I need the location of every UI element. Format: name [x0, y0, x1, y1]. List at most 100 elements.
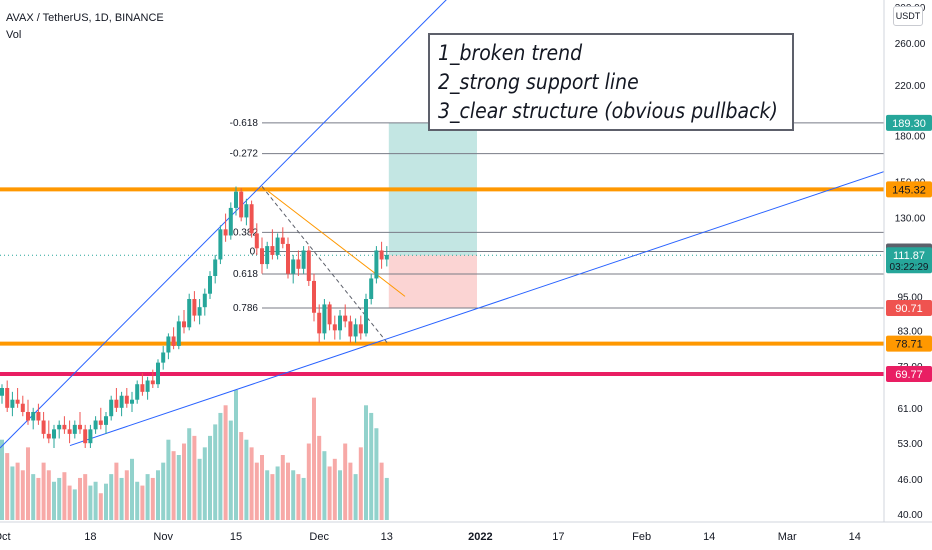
price-tag	[886, 247, 932, 274]
volume-bar	[254, 462, 259, 520]
fib-retracement: -0.618 -0.272 0.382 0. 0.618 0.786	[230, 118, 884, 314]
price-tick-label: 95.00	[897, 292, 922, 303]
symbol-title[interactable]: AVAX / TetherUS, 1D, BINANCE	[6, 12, 164, 24]
candle-body	[5, 387, 10, 408]
volume-bar	[10, 466, 15, 520]
price-tag-label: 90.71	[895, 303, 923, 315]
time-tick-label: 13	[381, 531, 393, 543]
candle-body	[130, 399, 134, 404]
candle-body	[78, 424, 82, 430]
volume-indicator-label[interactable]: Vol	[6, 29, 22, 41]
price-tick-label: 53.00	[897, 439, 922, 450]
volume-bar	[161, 462, 166, 520]
volume-bar	[109, 474, 114, 520]
candle-body	[202, 293, 207, 308]
candle-body	[36, 411, 41, 421]
annotation-text-box[interactable]: 1_broken trend 2_strong support line 3_c…	[428, 33, 794, 131]
volume-bar	[145, 474, 150, 520]
price-tick-label: 40.00	[897, 510, 922, 521]
candle-body	[176, 321, 181, 346]
volume-bar	[36, 477, 41, 520]
candle-body	[280, 237, 285, 244]
currency-button[interactable]: USDT	[893, 6, 923, 26]
candle-body	[109, 399, 114, 417]
candle-body	[218, 229, 223, 260]
volume-bar	[119, 477, 124, 520]
volume-bar	[166, 439, 171, 520]
time-tick-label: 14	[703, 531, 715, 543]
volume-bar	[93, 481, 98, 520]
volume-bar	[223, 405, 228, 520]
note-line-1: 1_broken trend	[438, 41, 583, 65]
volume-bar	[114, 462, 119, 520]
candle-body	[291, 259, 296, 274]
volume-bar	[0, 439, 4, 520]
candle-body	[353, 324, 358, 337]
candle-body	[234, 191, 238, 208]
volume-bar	[140, 485, 145, 520]
volume-bar	[88, 485, 93, 520]
symbol-header: AVAX / TetherUS, 1D, BINANCE Vol	[6, 10, 164, 44]
volume-bar	[332, 458, 337, 520]
price-tag	[886, 299, 932, 316]
candle-body	[187, 299, 192, 328]
candle-body	[15, 399, 20, 404]
volume-bar	[374, 428, 379, 520]
volume-bar	[322, 451, 327, 520]
volume-bar	[348, 462, 353, 520]
volume-bar	[187, 428, 192, 520]
countdown-label: 03:22:29	[890, 262, 929, 273]
candle-body	[296, 259, 301, 269]
loss-zone	[388, 255, 477, 308]
candle-body	[10, 399, 15, 408]
candle-body	[374, 250, 379, 279]
volume-bar	[104, 483, 108, 520]
candle-body	[20, 403, 25, 412]
volume-bar	[176, 455, 181, 520]
candle-body	[41, 420, 46, 434]
ascending-support-line	[69, 171, 884, 447]
volume-bar	[260, 455, 264, 520]
volume-bar	[234, 390, 238, 520]
candle-body	[145, 380, 150, 392]
volume-bar	[20, 470, 25, 520]
candle-body	[124, 395, 129, 404]
volume-bar	[78, 477, 82, 520]
time-tick-label: 15	[230, 531, 242, 543]
candle-body	[0, 387, 4, 396]
volume-bar	[244, 439, 249, 520]
candle-body	[275, 237, 280, 255]
candle-body	[98, 420, 103, 425]
volume-bar	[353, 474, 358, 520]
candle-body	[88, 429, 93, 444]
candle-body	[166, 336, 171, 353]
note-line-2: 2_strong support line	[438, 70, 639, 94]
volume-bar	[286, 462, 290, 520]
candle-body	[332, 324, 337, 331]
volume-bar	[369, 412, 374, 520]
volume-bar	[312, 397, 316, 520]
fib-level-label: 0.382	[233, 227, 258, 238]
price-tag-label: 69.77	[895, 369, 923, 381]
price-tags: 189.30145.32113.52111.8703:22:2990.7178.…	[886, 114, 932, 383]
time-tick-label: Nov	[153, 531, 173, 543]
candle-body	[161, 352, 166, 363]
candle-body	[369, 278, 374, 300]
price-tick-label: 130.00	[895, 213, 926, 224]
volume-bar	[67, 485, 72, 520]
candle-body	[358, 324, 363, 334]
candle-body	[348, 321, 353, 337]
candle-body	[93, 420, 98, 430]
price-tag-label: 189.30	[892, 118, 926, 130]
candle-body	[156, 362, 160, 385]
price-tick-label: 220.00	[895, 81, 926, 92]
volume-bar	[135, 481, 140, 520]
volume-bar	[364, 405, 368, 520]
price-tick-label: 260.00	[895, 39, 926, 50]
volume-bar	[270, 474, 275, 520]
time-axis: Oct18Nov15Dec13202217Feb14Mar14Apr	[0, 531, 861, 543]
volume-bar	[213, 424, 218, 520]
time-tick-label: Feb	[632, 531, 651, 543]
candle-body	[57, 424, 62, 430]
